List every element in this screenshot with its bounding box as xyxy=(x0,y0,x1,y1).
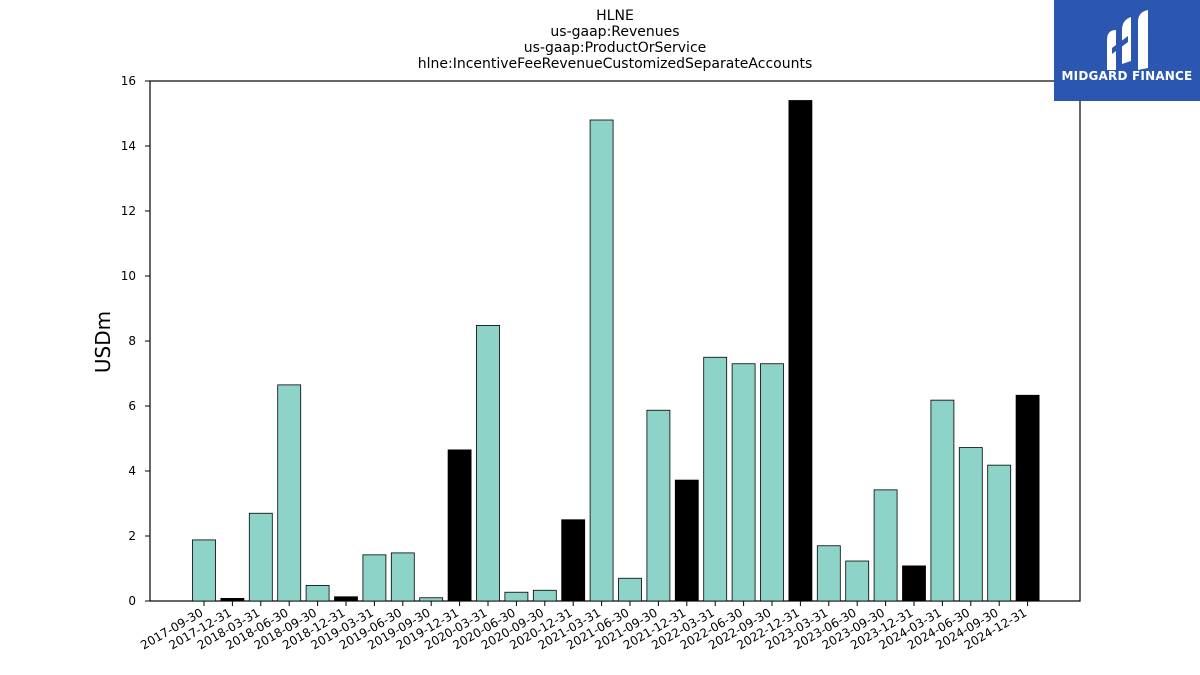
bar-2023-06-30 xyxy=(845,560,870,602)
bar-2019-03-31 xyxy=(362,554,387,602)
y-tick-label: 8 xyxy=(128,334,136,348)
bar-2019-12-31 xyxy=(447,449,472,602)
bar-2021-12-31 xyxy=(674,479,699,602)
bar-2024-12-31 xyxy=(1015,394,1040,602)
chart-subtitle-2: us-gaap:ProductOrService xyxy=(523,40,707,56)
bar-2024-03-31 xyxy=(930,399,955,602)
y-tick-label: 4 xyxy=(128,464,136,478)
bar-2017-12-31 xyxy=(220,598,245,602)
bar-2023-12-31 xyxy=(902,565,926,602)
y-axis-label: USDm xyxy=(91,311,115,373)
bar-2022-12-31 xyxy=(788,100,813,602)
chart-title: HLNE xyxy=(596,8,634,24)
bar-2018-12-31 xyxy=(334,596,358,602)
y-axis: 0 2 4 6 8 10 12 14 16 xyxy=(121,74,150,608)
bar-2020-06-30 xyxy=(504,591,529,602)
bar-2023-09-30 xyxy=(873,489,898,602)
y-tick-label: 2 xyxy=(128,529,136,543)
logo-mark-icon xyxy=(1107,10,1148,70)
bar-2022-09-30 xyxy=(760,363,784,602)
chart-subtitle-3: hlne:IncentiveFeeRevenueCustomizedSepara… xyxy=(417,56,813,72)
bar-2024-09-30 xyxy=(987,464,1012,602)
y-tick-label: 6 xyxy=(128,399,136,413)
bar-2022-03-31 xyxy=(703,356,728,602)
bar-2018-06-30 xyxy=(277,384,302,602)
y-tick-label: 16 xyxy=(121,74,136,88)
x-axis: 2017-09-302017-12-312018-03-312018-06-30… xyxy=(138,601,1029,652)
bar-2018-09-30 xyxy=(305,585,330,602)
chart-subtitle-1: us-gaap:Revenues xyxy=(550,24,680,40)
bar-2019-06-30 xyxy=(390,552,415,602)
bar-2023-03-31 xyxy=(816,545,841,602)
bar-2021-06-30 xyxy=(618,577,642,602)
bar-2021-09-30 xyxy=(646,409,671,602)
bar-2022-06-30 xyxy=(731,363,756,602)
y-tick-label: 14 xyxy=(121,139,136,153)
y-tick-label: 12 xyxy=(121,204,136,218)
bar-2024-06-30 xyxy=(958,447,983,602)
brand-name: MIDGARD FINANCE xyxy=(1061,69,1193,83)
bar-2020-03-31 xyxy=(476,324,500,602)
bar-2017-09-30 xyxy=(192,539,216,602)
y-tick-label: 0 xyxy=(128,594,136,608)
bar-2021-03-31 xyxy=(589,119,614,602)
bar-2020-12-31 xyxy=(561,519,586,602)
bar-2019-09-30 xyxy=(419,597,444,602)
bars-group xyxy=(192,100,1040,602)
y-tick-label: 10 xyxy=(121,269,136,283)
bar-2018-03-31 xyxy=(248,512,273,602)
brand-logo: MIDGARD FINANCE xyxy=(1054,0,1200,101)
bar-2020-09-30 xyxy=(532,589,557,602)
